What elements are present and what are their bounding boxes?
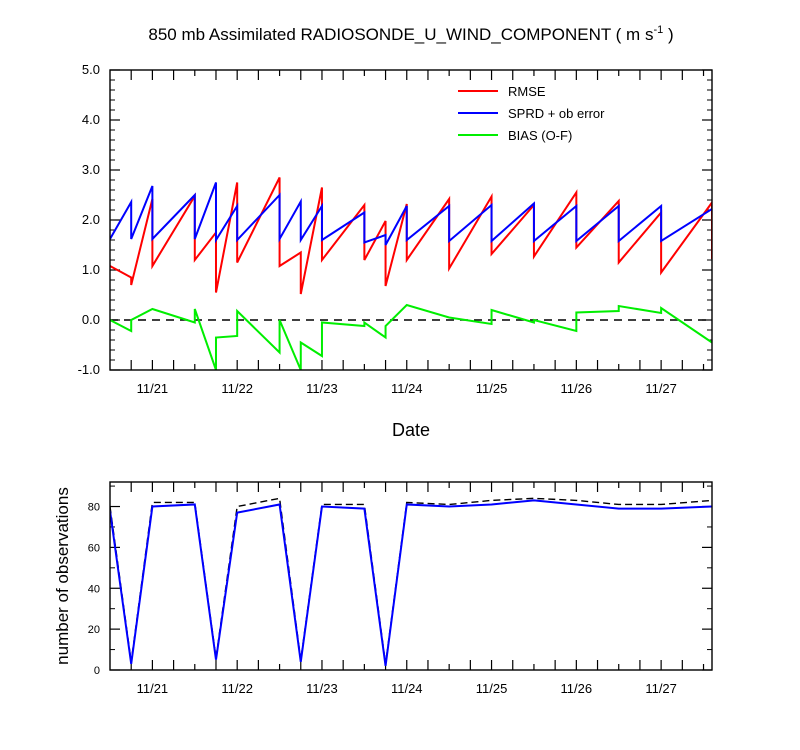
x-axis-label: Date — [392, 420, 430, 440]
top-chart-frame — [109, 69, 713, 371]
top-y-tick-label: 3.0 — [82, 162, 100, 177]
top-x-tick-label: 11/27 — [645, 381, 677, 396]
top-x-tick-label: 11/25 — [476, 381, 508, 396]
bottom-y-tick-label: 80 — [88, 502, 100, 514]
bottom-chart-ticks — [110, 482, 712, 671]
bottom-x-tick-label: 11/24 — [391, 681, 423, 696]
top-chart-title: 850 mb Assimilated RADIOSONDE_U_WIND_COM… — [148, 24, 673, 44]
bottom-series-possible — [110, 497, 712, 664]
bottom-y-tick-label: 60 — [88, 542, 100, 554]
title-main: 850 mb Assimilated RADIOSONDE_U_WIND_COM… — [148, 25, 653, 44]
title-end: ) — [663, 25, 673, 44]
bottom-x-tick-label: 11/21 — [137, 681, 169, 696]
top-x-tick-label: 11/24 — [391, 381, 423, 396]
bottom-x-tick-label: 11/22 — [221, 681, 253, 696]
top-y-tick-label: -1.0 — [78, 362, 100, 377]
top-y-tick-label: 4.0 — [82, 112, 100, 127]
bottom-x-tick-label: 11/26 — [561, 681, 593, 696]
bottom-chart-series — [110, 497, 712, 667]
top-series-bias-o-f — [110, 303, 712, 370]
top-y-tick-label: 2.0 — [82, 212, 100, 227]
top-x-tick-label: 11/26 — [561, 381, 593, 396]
bottom-chart: 0 20 40 60 80 11/21 11/22 11/23 11/24 11/25 11/26… — [88, 481, 713, 696]
bottom-y-tick-label: 40 — [88, 583, 100, 595]
bottom-x-tick-label: 11/23 — [306, 681, 338, 696]
legend-label-bias-o-f: BIAS (O-F) — [508, 128, 572, 143]
title-superscript: -1 — [653, 24, 663, 36]
top-plot-frame — [109, 69, 713, 371]
top-y-tick-label: 0.0 — [82, 312, 100, 327]
bottom-chart-frame — [109, 481, 713, 671]
bottom-x-tick-label: 11/27 — [645, 681, 677, 696]
top-chart-series — [110, 177, 712, 370]
legend-label-sprd-ob-error: SPRD + ob error — [508, 106, 605, 121]
top-x-tick-labels: 11/21 11/22 11/23 11/24 11/25 11/26 11/27 — [137, 381, 677, 396]
top-x-tick-label: 11/22 — [221, 381, 253, 396]
top-y-tick-label: 1.0 — [82, 262, 100, 277]
bottom-y-tick-labels: 0 20 40 60 80 — [88, 502, 100, 677]
legend: RMSE SPRD + ob error BIAS (O-F) — [458, 84, 605, 143]
bottom-x-tick-label: 11/25 — [476, 681, 508, 696]
top-chart-ticks — [110, 69, 712, 371]
bottom-series-assimilated — [110, 499, 712, 667]
bottom-y-axis-label: number of observations — [53, 487, 72, 665]
top-x-tick-label: 11/21 — [137, 381, 169, 396]
bottom-y-tick-label: 0 — [94, 665, 100, 677]
top-x-tick-label: 11/23 — [306, 381, 338, 396]
bottom-plot-frame — [109, 481, 713, 671]
top-chart: 5.04.03.02.01.00.0-1.0 11/21 11/22 11/23 11… — [78, 62, 713, 396]
bottom-y-tick-label: 20 — [88, 624, 100, 636]
top-series-rmse — [110, 177, 712, 295]
bottom-x-tick-labels: 11/21 11/22 11/23 11/24 11/25 11/26 11/27 — [137, 681, 677, 696]
top-y-tick-label: 5.0 — [82, 62, 100, 77]
legend-label-rmse: RMSE — [508, 84, 546, 99]
top-series-sprd-ob-error — [110, 182, 712, 246]
top-y-tick-labels: 5.0 4.0 3.0 2.0 1.0 0.0 -1.0 — [78, 62, 100, 377]
